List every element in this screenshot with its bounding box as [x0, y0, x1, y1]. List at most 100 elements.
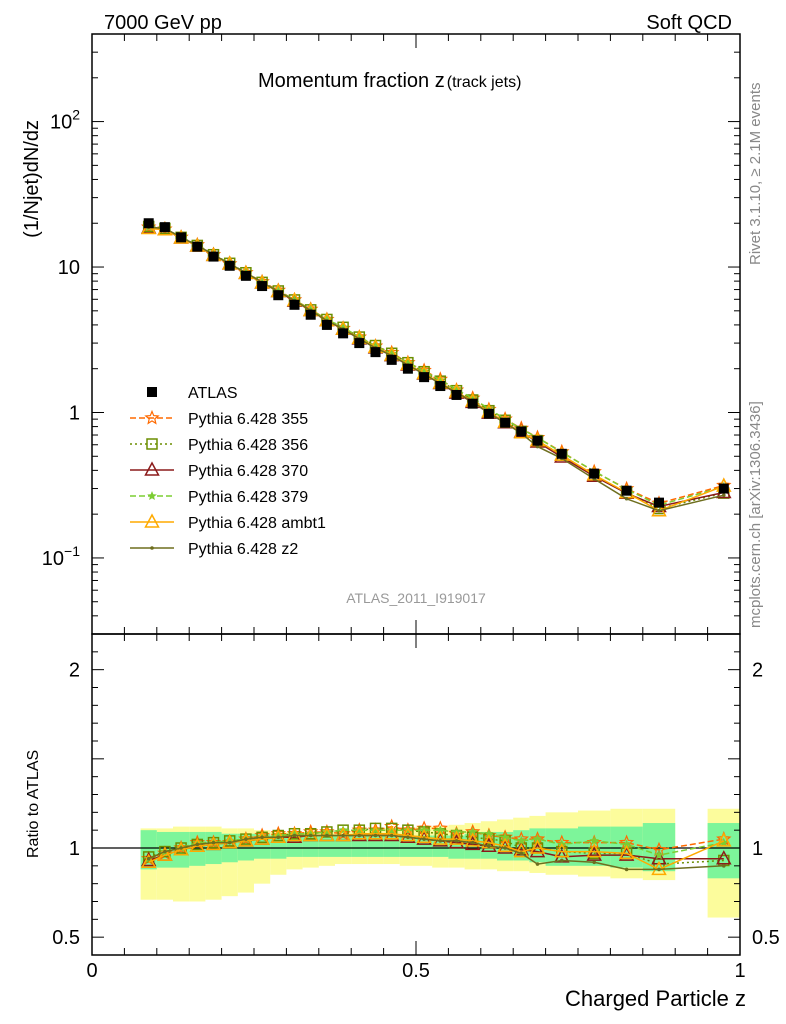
mc-3-main-point	[467, 393, 478, 403]
mc-5-ratio-point	[373, 833, 378, 838]
xtick-label: 0.5	[402, 960, 430, 982]
ratio-ytick-label-right: 2	[752, 660, 763, 682]
mc-5-ratio-point	[292, 833, 297, 838]
data-point	[556, 448, 567, 459]
mc-5-ratio-point	[722, 864, 726, 868]
mc-3-ratio-point	[273, 830, 284, 840]
mc-5-ratio-point	[592, 860, 596, 865]
ratio-ytick-label: 0.5	[52, 927, 80, 949]
mc-4-ratio-point	[618, 844, 635, 860]
mc-3-ratio-point	[192, 837, 203, 847]
rivet-label: Rivet 3.1.10, ≥ 2.1M events	[747, 83, 764, 266]
legend-marker-2	[146, 438, 158, 450]
mc-5-ratio-point	[325, 833, 329, 838]
mc-2-ratio-point	[618, 846, 635, 861]
data-point	[589, 468, 600, 479]
mc-3-ratio-point	[589, 835, 599, 845]
mc-3-main-point	[403, 357, 413, 367]
mc-4-ratio-point	[651, 860, 667, 876]
mc-4-ratio-point	[351, 825, 368, 840]
legend-marker-data	[147, 387, 157, 397]
data-point	[654, 497, 664, 508]
mc-3-main-point	[451, 384, 462, 394]
mc-3-ratio-point	[654, 850, 664, 860]
data-point	[467, 398, 478, 409]
mc-4-ratio-point	[448, 830, 465, 845]
legend-marker-3	[144, 461, 160, 476]
mc-3-main-point	[370, 341, 381, 351]
main-title: Momentum fraction z (track jets)	[258, 70, 521, 92]
main-title-main: Momentum fraction z	[258, 70, 445, 92]
mc-4-ratio-point	[554, 842, 570, 858]
main-panel: 10−1 1 10 102	[42, 33, 741, 635]
main-title-sub: (track jets)	[447, 74, 522, 91]
mc-2-ratio-point	[586, 846, 602, 861]
data-point	[240, 270, 251, 281]
mc-3-ratio-point	[289, 828, 300, 838]
mc-5-ratio-point	[163, 849, 167, 854]
band-inner-8	[270, 835, 287, 859]
mc-4-ratio-point	[286, 826, 303, 842]
data-point	[451, 389, 462, 400]
mc-4-ratio-point	[416, 828, 432, 844]
mc-3-ratio-point	[386, 825, 397, 835]
mc-3-ratio-point	[435, 825, 446, 835]
mc-2-ratio-point	[716, 850, 732, 865]
mc-5-ratio-point	[357, 833, 362, 838]
mc-2-ratio-point	[367, 826, 384, 842]
mc-5-ratio-point	[454, 839, 459, 843]
data-point	[159, 222, 170, 233]
mc-5-ratio-point	[146, 856, 151, 861]
data-point	[176, 232, 187, 243]
mc-3-ratio-point	[305, 828, 316, 838]
mc-4-ratio-point	[586, 842, 602, 858]
mc-5-ratio-point	[422, 837, 426, 841]
mc-3-ratio-point	[467, 827, 478, 836]
data-point	[532, 435, 543, 446]
mc-4-ratio-point	[383, 825, 400, 840]
main-ytick-label: 1	[69, 402, 80, 424]
ratio-ytick-label-right: 0.5	[752, 927, 780, 949]
mcplots-label: mcplots.cern.ch [arXiv:1306.3436]	[747, 401, 764, 628]
mc-5-ratio-point	[406, 835, 410, 840]
mc-4-ratio-point	[432, 830, 449, 845]
mc-5-main-point	[535, 444, 540, 449]
data-point	[143, 218, 154, 229]
mc-4-ratio-point	[497, 837, 513, 852]
mc-3-ratio-point	[322, 827, 332, 836]
mc-4-ratio-point	[140, 853, 157, 869]
mc-4-ratio-point	[529, 839, 546, 854]
xtick-label: 0	[86, 960, 97, 982]
main-ytick-label: 102	[50, 107, 80, 134]
mc-3-ratio-point	[516, 835, 527, 845]
mc-3-main-point	[484, 403, 494, 413]
data-point	[621, 485, 632, 496]
legend-label-4: Pythia 6.428 379	[188, 489, 308, 506]
mc-5-ratio-point	[308, 833, 313, 838]
mc-5-ratio-point	[227, 840, 232, 845]
mc-5-ratio-point	[179, 846, 183, 850]
mc-4-ratio-point	[716, 832, 732, 847]
mc-3-ratio-point	[532, 834, 543, 844]
data-point	[386, 354, 397, 365]
legend-marker-5	[144, 513, 160, 528]
mc-5-ratio-point	[560, 858, 564, 863]
mc-4-ratio-point	[464, 832, 481, 847]
mc-4-ratio-point	[302, 826, 319, 842]
legend-label-1: Pythia 6.428 355	[188, 411, 308, 428]
text-layer: 7000 GeV pp Soft QCD Momentum fraction z…	[21, 12, 764, 1011]
mc-3-main-point	[419, 366, 429, 376]
mc-4-ratio-point	[400, 826, 416, 842]
mc-4-ratio-point	[367, 825, 384, 840]
mc-5-ratio-point	[487, 844, 491, 849]
mc-5-ratio-point	[535, 862, 540, 866]
data-point	[516, 426, 527, 437]
data-point	[273, 290, 284, 301]
mc-3-ratio-point	[484, 828, 494, 838]
mc-5-ratio-point	[389, 833, 394, 838]
legend-label-3: Pythia 6.428 370	[188, 463, 308, 480]
ratio-frame	[91, 633, 741, 956]
legend-label-6: Pythia 6.428 z2	[188, 541, 298, 558]
xtick-label: 1	[734, 960, 745, 982]
ratio-ytick-label-right: 1	[752, 838, 763, 860]
